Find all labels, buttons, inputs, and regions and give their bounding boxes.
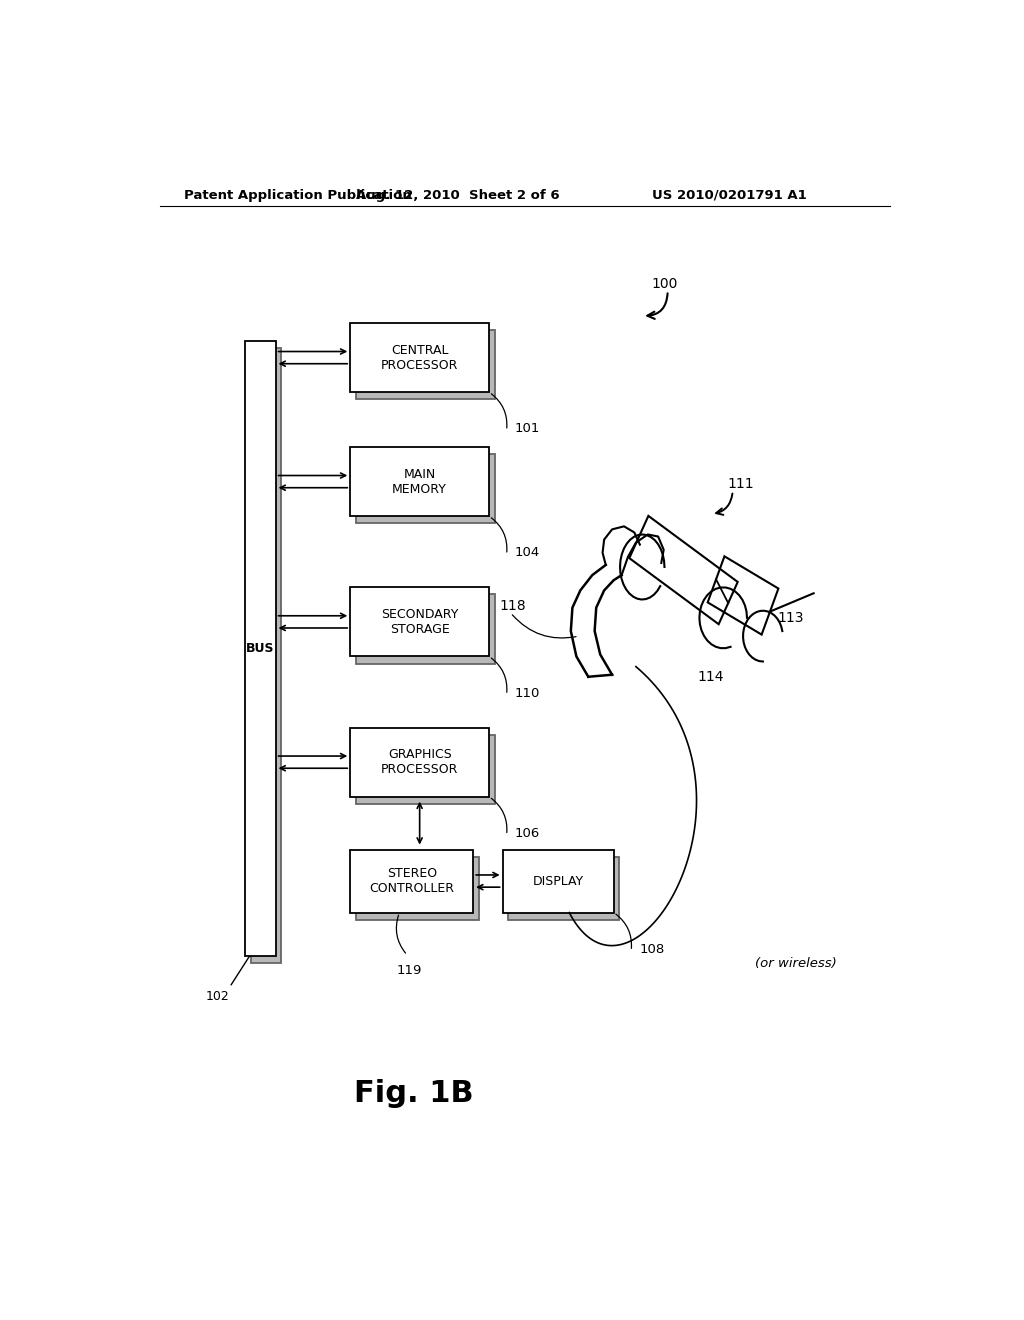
Text: 108: 108 (639, 942, 665, 956)
FancyBboxPatch shape (503, 850, 613, 912)
Text: 114: 114 (697, 669, 724, 684)
Text: Aug. 12, 2010  Sheet 2 of 6: Aug. 12, 2010 Sheet 2 of 6 (355, 189, 559, 202)
FancyBboxPatch shape (350, 727, 489, 797)
FancyBboxPatch shape (355, 594, 495, 664)
FancyBboxPatch shape (355, 330, 495, 399)
FancyBboxPatch shape (251, 348, 282, 964)
FancyBboxPatch shape (355, 454, 495, 523)
FancyBboxPatch shape (350, 587, 489, 656)
Text: SECONDARY
STORAGE: SECONDARY STORAGE (381, 609, 459, 636)
FancyBboxPatch shape (246, 342, 275, 956)
Text: 110: 110 (514, 686, 540, 700)
Text: DISPLAY: DISPLAY (532, 875, 584, 887)
Text: Fig. 1B: Fig. 1B (354, 1078, 473, 1107)
Text: 102: 102 (206, 990, 229, 1003)
FancyBboxPatch shape (350, 323, 489, 392)
Text: 119: 119 (396, 964, 422, 977)
Text: Patent Application Publication: Patent Application Publication (183, 189, 412, 202)
Text: 104: 104 (514, 546, 540, 560)
Text: 106: 106 (514, 826, 540, 840)
Text: MAIN
MEMORY: MAIN MEMORY (392, 467, 447, 495)
FancyBboxPatch shape (355, 857, 479, 920)
Text: US 2010/0201791 A1: US 2010/0201791 A1 (652, 189, 807, 202)
FancyBboxPatch shape (355, 735, 495, 804)
Text: 111: 111 (727, 477, 754, 491)
Text: CENTRAL
PROCESSOR: CENTRAL PROCESSOR (381, 343, 459, 372)
Text: STEREO
CONTROLLER: STEREO CONTROLLER (370, 867, 455, 895)
Text: 118: 118 (500, 598, 526, 612)
FancyBboxPatch shape (350, 850, 473, 912)
Text: BUS: BUS (247, 643, 274, 655)
FancyBboxPatch shape (350, 447, 489, 516)
Text: 100: 100 (652, 277, 678, 292)
Text: 113: 113 (777, 611, 804, 624)
Text: (or wireless): (or wireless) (755, 957, 837, 970)
FancyBboxPatch shape (508, 857, 620, 920)
Text: 101: 101 (514, 422, 540, 436)
Text: GRAPHICS
PROCESSOR: GRAPHICS PROCESSOR (381, 748, 459, 776)
